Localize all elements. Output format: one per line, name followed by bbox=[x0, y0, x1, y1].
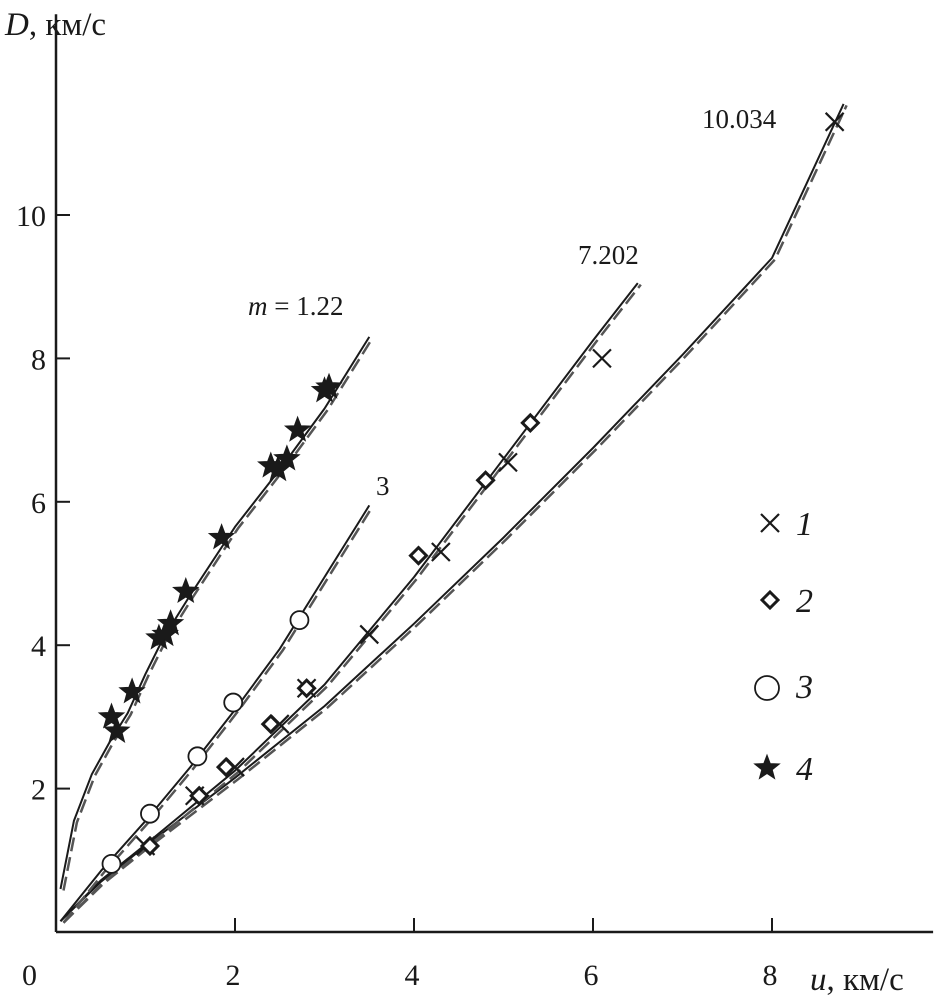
fit-curves bbox=[59, 103, 848, 924]
y-axis-title: D, км/с bbox=[4, 7, 106, 43]
legend-marker-circle bbox=[754, 675, 780, 701]
point-s4-5 bbox=[151, 619, 179, 647]
point-s4-1 bbox=[103, 716, 131, 743]
tick-marks: 2 4 6 8 2 4 6 8 10 bbox=[16, 200, 778, 992]
x-tick-label-6: 6 bbox=[584, 959, 599, 992]
point-s1-8 bbox=[592, 348, 612, 369]
legend-item-4: 4 bbox=[753, 751, 813, 788]
legend-item-2: 2 bbox=[759, 583, 813, 620]
legend-label-2: 2 bbox=[796, 583, 813, 620]
legend-symbol-1 bbox=[760, 513, 780, 533]
legend-marker-cross bbox=[760, 513, 780, 533]
point-s3-2 bbox=[187, 746, 208, 767]
point-s1-9-b bbox=[824, 112, 845, 132]
point-s3-0 bbox=[101, 853, 122, 874]
y-tick-label-6: 6 bbox=[31, 487, 46, 520]
curve-solid-3 bbox=[59, 336, 371, 890]
point-s1-9 bbox=[824, 112, 845, 132]
point-s3-4 bbox=[289, 610, 310, 631]
curve-label-3: 3 bbox=[376, 471, 390, 501]
legend-symbol-1-b bbox=[760, 513, 780, 533]
y-tick-label-4: 4 bbox=[31, 630, 46, 663]
point-s4-7 bbox=[207, 523, 236, 550]
curve-dashed-2 bbox=[62, 506, 374, 924]
legend-symbol-3 bbox=[754, 675, 780, 701]
point-s2-1 bbox=[189, 785, 210, 806]
point-s3-3 bbox=[223, 692, 244, 713]
legend: 1 2 3 4 bbox=[753, 506, 813, 788]
legend-label-1: 1 bbox=[796, 506, 813, 543]
point-s3-1 bbox=[140, 803, 160, 824]
y-tick-label-2: 2 bbox=[31, 774, 46, 807]
point-s1-8-b bbox=[592, 348, 612, 369]
point-s2-0 bbox=[139, 835, 161, 857]
curve-label-m122: m = 1.22 bbox=[248, 291, 343, 321]
point-s1-7-b bbox=[498, 452, 518, 473]
point-s2-6 bbox=[475, 470, 496, 491]
axes bbox=[54, 14, 934, 934]
x-tick-label-2: 2 bbox=[226, 959, 241, 992]
curve-dashed-3 bbox=[62, 337, 374, 891]
legend-label-3: 3 bbox=[795, 669, 813, 706]
point-s2-4 bbox=[296, 678, 317, 699]
legend-marker-star bbox=[753, 753, 781, 780]
legend-item-3: 3 bbox=[754, 669, 813, 706]
point-s1-5-b bbox=[359, 624, 380, 645]
point-s4-2 bbox=[118, 677, 146, 704]
x-tick-label-4: 4 bbox=[405, 959, 420, 992]
x-tick-label-8: 8 bbox=[763, 959, 778, 992]
legend-symbol-2 bbox=[759, 589, 781, 611]
curve-label-7202: 7.202 bbox=[578, 240, 639, 270]
point-s2-7 bbox=[520, 412, 541, 434]
point-s2-5 bbox=[408, 545, 429, 566]
point-s1-7 bbox=[498, 452, 518, 473]
x-axis-title: u, км/с bbox=[810, 962, 904, 998]
legend-symbol-4 bbox=[753, 753, 781, 780]
point-s4-10 bbox=[273, 444, 301, 471]
point-s1-6-b bbox=[431, 542, 451, 562]
point-s1-5 bbox=[359, 624, 380, 645]
legend-item-1: 1 bbox=[760, 506, 813, 543]
data-points bbox=[97, 112, 845, 874]
legend-marker-diamond bbox=[759, 589, 781, 611]
point-s2-2 bbox=[215, 756, 237, 778]
y-tick-label-10: 10 bbox=[16, 200, 46, 233]
point-s1-6 bbox=[431, 542, 451, 562]
point-s4-0 bbox=[97, 702, 126, 729]
curve-label-10034: 10.034 bbox=[702, 104, 777, 134]
point-s4-4 bbox=[156, 609, 185, 636]
point-s4-6 bbox=[172, 576, 200, 604]
y-tick-label-8: 8 bbox=[31, 343, 46, 376]
curve-solid-0 bbox=[59, 103, 845, 922]
curve-dashed-0 bbox=[62, 104, 848, 924]
point-s4-11 bbox=[283, 415, 312, 442]
point-s4-9 bbox=[264, 455, 292, 482]
curve-dashed-1 bbox=[62, 283, 642, 924]
origin-label: 0 bbox=[22, 959, 37, 992]
legend-label-4: 4 bbox=[796, 751, 813, 788]
point-s2-3 bbox=[260, 713, 281, 735]
point-s4-13 bbox=[315, 372, 343, 399]
